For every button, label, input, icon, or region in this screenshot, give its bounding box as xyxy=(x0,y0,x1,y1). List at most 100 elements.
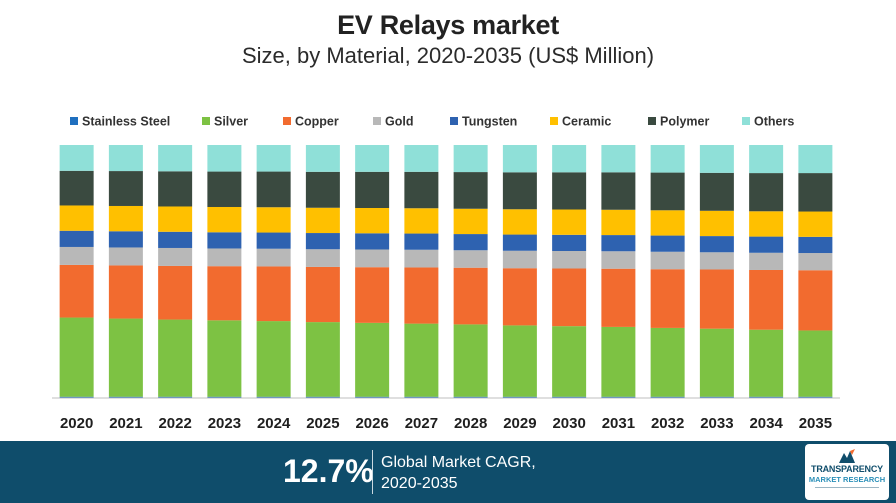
bar-segment-tungsten-2024 xyxy=(256,232,291,249)
bar-segment-stainless-steel-2032 xyxy=(650,396,685,398)
bar-segment-tungsten-2020 xyxy=(59,230,94,247)
x-tick-label-2028: 2028 xyxy=(454,415,487,432)
chart-legend: Stainless Steel Silver Copper Gold Tungsten C… xyxy=(70,115,794,129)
legend-item-gold: Gold xyxy=(373,115,413,129)
bar-segment-gold-2023 xyxy=(207,248,242,267)
company-logo: TRANSPARENCY MARKET RESEARCH xyxy=(805,444,889,500)
logo-text-primary: TRANSPARENCY xyxy=(811,464,883,474)
bar-segment-tungsten-2034 xyxy=(749,236,784,253)
bar-segment-silver-2030 xyxy=(552,326,587,397)
bar-segment-gold-2027 xyxy=(404,249,439,268)
footer-divider xyxy=(372,450,373,494)
legend-label-stainless-steel: Stainless Steel xyxy=(82,115,170,129)
bar-segment-copper-2025 xyxy=(305,266,340,323)
legend-label-ceramic: Ceramic xyxy=(562,115,611,129)
logo-mark-icon xyxy=(839,449,855,463)
bar-segment-ceramic-2022 xyxy=(158,206,193,232)
legend-item-stainless-steel: Stainless Steel xyxy=(70,115,170,129)
bar-segment-gold-2026 xyxy=(355,249,390,268)
chart-title: EV Relays market xyxy=(337,10,559,40)
legend-swatch-polymer xyxy=(648,117,656,125)
cagr-period: 2020-2035 xyxy=(381,475,458,492)
bar-segment-others-2029 xyxy=(502,145,537,173)
x-axis-ticks: 2020 2021 2022 2023 2024 2025 2026 2027 2028 2029… xyxy=(60,415,832,432)
legend-label-copper: Copper xyxy=(295,115,339,129)
x-tick-label-2034: 2034 xyxy=(749,415,783,432)
bar-segment-tungsten-2035 xyxy=(798,236,833,254)
bar-segment-ceramic-2025 xyxy=(305,207,340,234)
bar-segment-polymer-2020 xyxy=(59,170,94,206)
bar-segment-others-2034 xyxy=(749,145,784,174)
x-tick-label-2023: 2023 xyxy=(208,415,241,432)
bar-segment-gold-2034 xyxy=(749,252,784,270)
bar-segment-tungsten-2030 xyxy=(552,234,587,252)
x-tick-label-2029: 2029 xyxy=(503,415,536,432)
bar-segment-gold-2020 xyxy=(59,246,94,265)
legend-item-copper: Copper xyxy=(283,115,339,129)
bar-segment-others-2022 xyxy=(158,145,193,172)
bar-segment-ceramic-2035 xyxy=(798,211,833,237)
logo-text-secondary: MARKET RESEARCH xyxy=(808,475,886,484)
bar-segment-silver-2027 xyxy=(404,323,439,397)
bar-segment-tungsten-2027 xyxy=(404,233,439,250)
bar-segment-gold-2028 xyxy=(453,250,488,268)
bar-segment-polymer-2021 xyxy=(108,171,143,206)
bar-segment-silver-2034 xyxy=(749,329,784,397)
bar-segment-stainless-steel-2023 xyxy=(207,396,242,398)
bar-segment-others-2024 xyxy=(256,145,291,172)
legend-swatch-others xyxy=(742,117,750,125)
bar-segment-polymer-2031 xyxy=(601,172,636,210)
bar-segment-stainless-steel-2027 xyxy=(404,396,439,398)
bar-segment-gold-2032 xyxy=(650,251,685,270)
legend-label-tungsten: Tungsten xyxy=(462,115,517,129)
bar-segment-copper-2034 xyxy=(749,269,784,330)
bar-segment-stainless-steel-2028 xyxy=(453,396,488,398)
chart-subtitle: Size, by Material, 2020-2035 (US$ Millio… xyxy=(241,43,655,68)
bar-segment-polymer-2028 xyxy=(453,172,488,209)
bar-segment-silver-2035 xyxy=(798,330,833,397)
bar-segment-ceramic-2029 xyxy=(502,209,537,235)
bar-segment-ceramic-2028 xyxy=(453,208,488,235)
bar-segment-polymer-2024 xyxy=(256,171,291,208)
bar-segment-stainless-steel-2030 xyxy=(552,396,587,398)
stacked-bar-chart: Stainless Steel Silver Copper Gold Tungsten C… xyxy=(52,115,840,432)
bar-segment-gold-2035 xyxy=(798,253,833,271)
bar-segment-ceramic-2033 xyxy=(699,210,734,237)
bar-segment-tungsten-2023 xyxy=(207,232,242,249)
bar-segment-tungsten-2033 xyxy=(699,236,734,253)
bar-series-group xyxy=(59,145,833,398)
bar-segment-polymer-2029 xyxy=(502,172,537,210)
bar-segment-ceramic-2020 xyxy=(59,205,94,231)
bar-segment-silver-2024 xyxy=(256,321,291,397)
bar-segment-polymer-2032 xyxy=(650,172,685,211)
legend-label-others: Others xyxy=(754,115,794,129)
bar-segment-stainless-steel-2025 xyxy=(305,396,340,398)
bar-segment-silver-2025 xyxy=(305,322,340,397)
legend-label-silver: Silver xyxy=(214,115,248,129)
bar-segment-gold-2025 xyxy=(305,249,340,267)
legend-label-gold: Gold xyxy=(385,115,413,129)
bar-segment-others-2020 xyxy=(59,145,94,171)
x-tick-label-2027: 2027 xyxy=(405,415,438,432)
bar-segment-gold-2033 xyxy=(699,252,734,270)
bar-segment-copper-2031 xyxy=(601,268,636,327)
bar-segment-ceramic-2034 xyxy=(749,211,784,237)
legend-swatch-stainless-steel xyxy=(70,117,78,125)
bar-segment-polymer-2023 xyxy=(207,171,242,207)
bar-segment-others-2027 xyxy=(404,145,439,172)
bar-segment-stainless-steel-2020 xyxy=(59,396,94,398)
cagr-footer-banner: 12.7% Global Market CAGR, 2020-2035 xyxy=(0,441,896,503)
x-tick-label-2022: 2022 xyxy=(158,415,191,432)
x-tick-label-2026: 2026 xyxy=(355,415,388,432)
bar-segment-stainless-steel-2034 xyxy=(749,396,784,398)
bar-segment-tungsten-2029 xyxy=(502,234,537,251)
bar-segment-polymer-2034 xyxy=(749,173,784,212)
legend-swatch-ceramic xyxy=(550,117,558,125)
legend-item-tungsten: Tungsten xyxy=(450,115,517,129)
x-tick-label-2030: 2030 xyxy=(552,415,585,432)
cagr-label: Global Market CAGR, xyxy=(381,454,536,471)
bar-segment-tungsten-2031 xyxy=(601,235,636,252)
bar-segment-tungsten-2028 xyxy=(453,234,488,251)
bar-segment-others-2021 xyxy=(108,145,143,172)
bar-segment-copper-2030 xyxy=(552,268,587,327)
